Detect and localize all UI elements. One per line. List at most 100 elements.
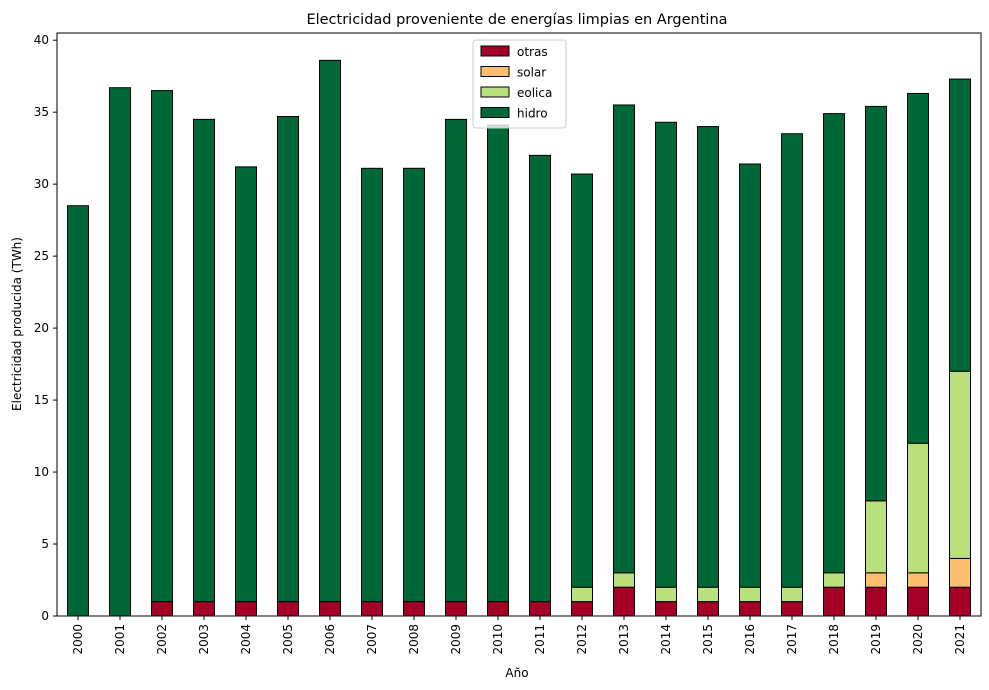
bar-hidro-2014 [655, 121, 677, 588]
bar-hidro-2016 [739, 163, 761, 588]
y-tick-label: 5 [41, 537, 49, 551]
x-tick-label: 2001 [113, 624, 127, 655]
bar-otras-2009 [445, 601, 467, 617]
x-axis-label: Año [505, 666, 528, 680]
plot-frame [56, 32, 982, 617]
bar-solar-2021 [949, 557, 971, 588]
legend-label-otras: otras [517, 45, 548, 59]
bar-otras-2005 [277, 601, 299, 617]
bar-eolica-2015 [697, 586, 719, 603]
x-tick-label: 2002 [155, 624, 169, 655]
bar-eolica-2012 [571, 586, 593, 603]
bar-otras-2002 [151, 601, 173, 617]
bar-otras-2021 [949, 586, 971, 617]
x-tick-label: 2010 [491, 624, 505, 655]
bar-eolica-2016 [739, 586, 761, 603]
y-tick-label: 15 [34, 393, 49, 407]
y-tick-label: 30 [34, 177, 49, 191]
bar-otras-2008 [403, 601, 425, 617]
x-tick-label: 2000 [71, 624, 85, 655]
bar-hidro-2015 [697, 126, 719, 588]
bar-solar-2020 [907, 572, 929, 588]
x-tick-label: 2005 [281, 624, 295, 655]
bar-hidro-2004 [235, 166, 257, 603]
bar-otras-2010 [487, 601, 509, 617]
bar-otras-2004 [235, 601, 257, 617]
bar-eolica-2013 [613, 572, 635, 588]
y-tick-label: 40 [34, 33, 49, 47]
x-tick-label: 2021 [953, 624, 967, 655]
x-tick-label: 2018 [827, 624, 841, 655]
bar-otras-2006 [319, 601, 341, 617]
bar-eolica-2020 [907, 442, 929, 574]
bar-otras-2018 [823, 586, 845, 617]
bar-hidro-2007 [361, 167, 383, 603]
plot-area [67, 59, 971, 617]
x-tick-label: 2012 [575, 624, 589, 655]
x-tick-label: 2003 [197, 624, 211, 655]
legend-label-hidro: hidro [517, 107, 548, 121]
chart-title: Electricidad proveniente de energías lim… [306, 12, 727, 28]
bar-hidro-2006 [319, 59, 341, 603]
x-tick-label: 2008 [407, 624, 421, 655]
bar-hidro-2008 [403, 167, 425, 603]
bar-hidro-2000 [67, 205, 89, 617]
x-tick-label: 2020 [911, 624, 925, 655]
bar-solar-2019 [865, 572, 887, 588]
bar-eolica-2014 [655, 586, 677, 603]
x-tick-label: 2009 [449, 624, 463, 655]
legend-box [472, 39, 567, 129]
bar-hidro-2009 [445, 118, 467, 603]
x-tick-label: 2016 [743, 624, 757, 655]
bar-eolica-2019 [865, 500, 887, 574]
bar-hidro-2013 [613, 104, 635, 574]
x-tick-label: 2013 [617, 624, 631, 655]
bar-hidro-2017 [781, 133, 803, 588]
bar-eolica-2021 [949, 370, 971, 559]
bar-hidro-2005 [277, 115, 299, 603]
bar-otras-2012 [571, 601, 593, 617]
bar-hidro-2002 [151, 90, 173, 603]
bar-otras-2016 [739, 601, 761, 617]
legend-label-eolica: eolica [517, 86, 552, 100]
x-tick-label: 2011 [533, 624, 547, 655]
bar-hidro-2018 [823, 113, 845, 574]
x-tick-label: 2019 [869, 624, 883, 655]
bar-otras-2015 [697, 601, 719, 617]
bar-hidro-2012 [571, 173, 593, 588]
y-tick-label: 35 [34, 105, 49, 119]
y-tick-label: 20 [34, 321, 49, 335]
bar-otras-2011 [529, 601, 551, 617]
bar-otras-2020 [907, 586, 929, 617]
y-tick-label: 0 [41, 609, 49, 623]
bar-hidro-2019 [865, 105, 887, 502]
x-axis: 2000 2001 2002 2003 2004 2005 2006 2007 2008 2009… [71, 616, 967, 655]
y-axis-label: Electricidad producida (TWh) [10, 237, 24, 411]
bar-otras-2017 [781, 601, 803, 617]
bar-otras-2013 [613, 586, 635, 617]
bar-hidro-2021 [949, 78, 971, 372]
legend-swatch-solar [480, 66, 510, 77]
x-tick-label: 2004 [239, 624, 253, 655]
x-tick-label: 2007 [365, 624, 379, 655]
x-tick-label: 2006 [323, 624, 337, 655]
x-tick-label: 2015 [701, 624, 715, 655]
y-axis: 0 5 10 15 20 25 30 35 40 [34, 33, 57, 623]
bar-eolica-2017 [781, 586, 803, 603]
y-tick-label: 25 [34, 249, 49, 263]
bar-otras-2003 [193, 601, 215, 617]
bar-otras-2007 [361, 601, 383, 617]
bar-eolica-2018 [823, 572, 845, 588]
bar-hidro-2011 [529, 154, 551, 603]
legend: otras solar eolica hidro [472, 39, 567, 129]
legend-swatch-otras [480, 45, 510, 57]
bar-otras-2019 [865, 586, 887, 617]
bar-otras-2014 [655, 601, 677, 617]
x-tick-label: 2017 [785, 624, 799, 655]
x-tick-label: 2014 [659, 624, 673, 655]
bar-hidro-2010 [487, 124, 509, 603]
bar-hidro-2003 [193, 118, 215, 603]
legend-swatch-eolica [480, 86, 510, 98]
bar-hidro-2001 [109, 87, 131, 617]
